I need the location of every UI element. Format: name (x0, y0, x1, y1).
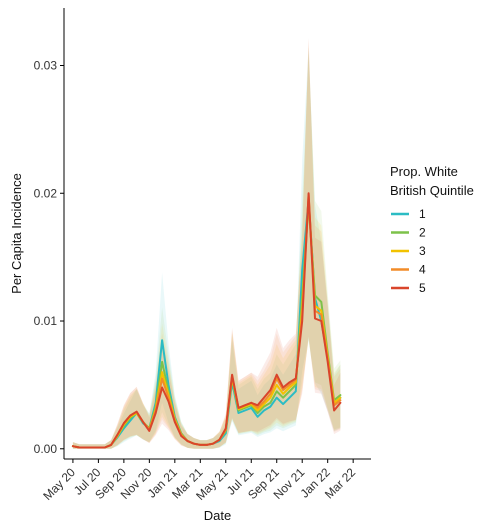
y-tick-label: 0.01 (34, 314, 58, 328)
confidence-bands (72, 37, 341, 449)
y-tick-label: 0.03 (34, 58, 58, 72)
series-lines (71, 192, 342, 449)
legend-keys: 1 2 3 4 5 (391, 207, 426, 295)
legend-label-5: 5 (419, 281, 426, 295)
legend-label-1: 1 (419, 207, 426, 221)
legend-label-2: 2 (419, 226, 426, 240)
y-axis-ticks: 0.00 0.01 0.02 0.03 (34, 58, 64, 456)
legend-title-line-2: British Quintile (390, 183, 474, 198)
confidence-band-4 (72, 39, 341, 449)
y-tick-label: 0.00 (34, 442, 58, 456)
legend-label-3: 3 (419, 244, 426, 258)
legend: Prop. White British Quintile 1 2 3 4 5 (390, 164, 474, 295)
x-axis-title: Date (204, 508, 231, 523)
series-line-5 (71, 192, 342, 449)
legend-title-line-1: Prop. White (390, 164, 458, 179)
y-axis-title: Per Capita Incidence (9, 173, 24, 294)
confidence-band-5 (72, 37, 341, 449)
x-tick-label: May 20 (40, 465, 78, 503)
y-tick-label: 0.02 (34, 186, 58, 200)
legend-label-4: 4 (419, 263, 426, 277)
